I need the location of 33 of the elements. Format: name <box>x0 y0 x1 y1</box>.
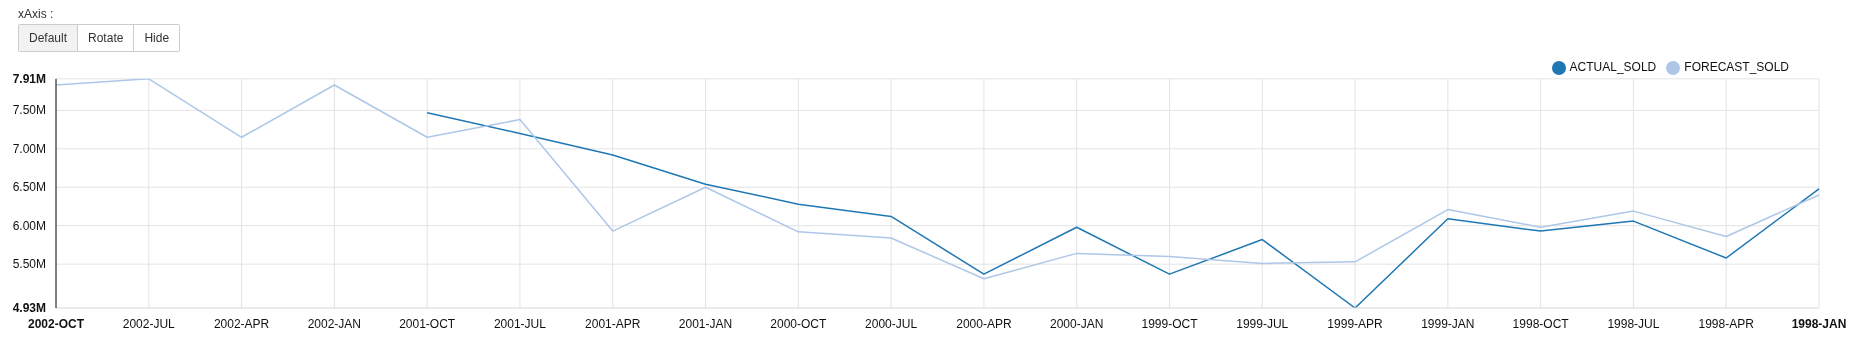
y-tick-label: 6.00M <box>12 218 46 233</box>
y-tick-label: 7.50M <box>12 103 46 118</box>
x-tick-label: 1999-JAN <box>1421 317 1475 331</box>
toggle-button: Default <box>19 25 78 51</box>
y-tick-label: 7.91M <box>12 71 46 86</box>
y-tick-label: 6.50M <box>12 180 46 195</box>
x-tick-label: 1998-JAN <box>1791 317 1847 331</box>
x-tick-label: 2002-JAN <box>307 317 362 331</box>
text: xAxis : <box>18 7 55 23</box>
x-tick-label: 1998-APR <box>1698 317 1755 331</box>
x-tick-label: 2000-JAN <box>1050 317 1104 331</box>
x-tick-label: 2001-OCT <box>399 317 456 331</box>
legend-label: ACTUAL_SOLD <box>1569 60 1657 74</box>
x-tick-label: 2002-APR <box>213 317 270 331</box>
x-tick-label: 2002-JUL <box>122 317 176 331</box>
x-tick-label: 1998-JUL <box>1607 317 1660 331</box>
y-tick-label: 5.50M <box>12 257 46 272</box>
x-tick-label: 1999-JUL <box>1236 317 1289 331</box>
x-tick-label: 2001-APR <box>585 317 641 331</box>
x-tick-label: 2001-JUL <box>493 317 547 331</box>
x-tick-label: 2000-APR <box>956 317 1012 331</box>
y-tick-label: 4.93M <box>12 301 46 315</box>
x-tick-label: 1998-OCT <box>1512 317 1570 331</box>
x-tick-label: 1999-OCT <box>1141 317 1199 331</box>
x-tick-label: 2001-JAN <box>678 317 733 331</box>
legend-label: FORECAST_SOLD <box>1684 60 1789 74</box>
x-tick-label: 2000-JUL <box>865 317 918 331</box>
toggle-button: Hide <box>133 25 180 51</box>
x-tick-label: 1999-APR <box>1327 317 1384 331</box>
x-tick-label: 2002-OCT <box>27 317 85 331</box>
line-series <box>426 111 1820 308</box>
x-tick-label: 2000-OCT <box>770 317 827 331</box>
y-tick-label: 7.00M <box>12 141 46 156</box>
